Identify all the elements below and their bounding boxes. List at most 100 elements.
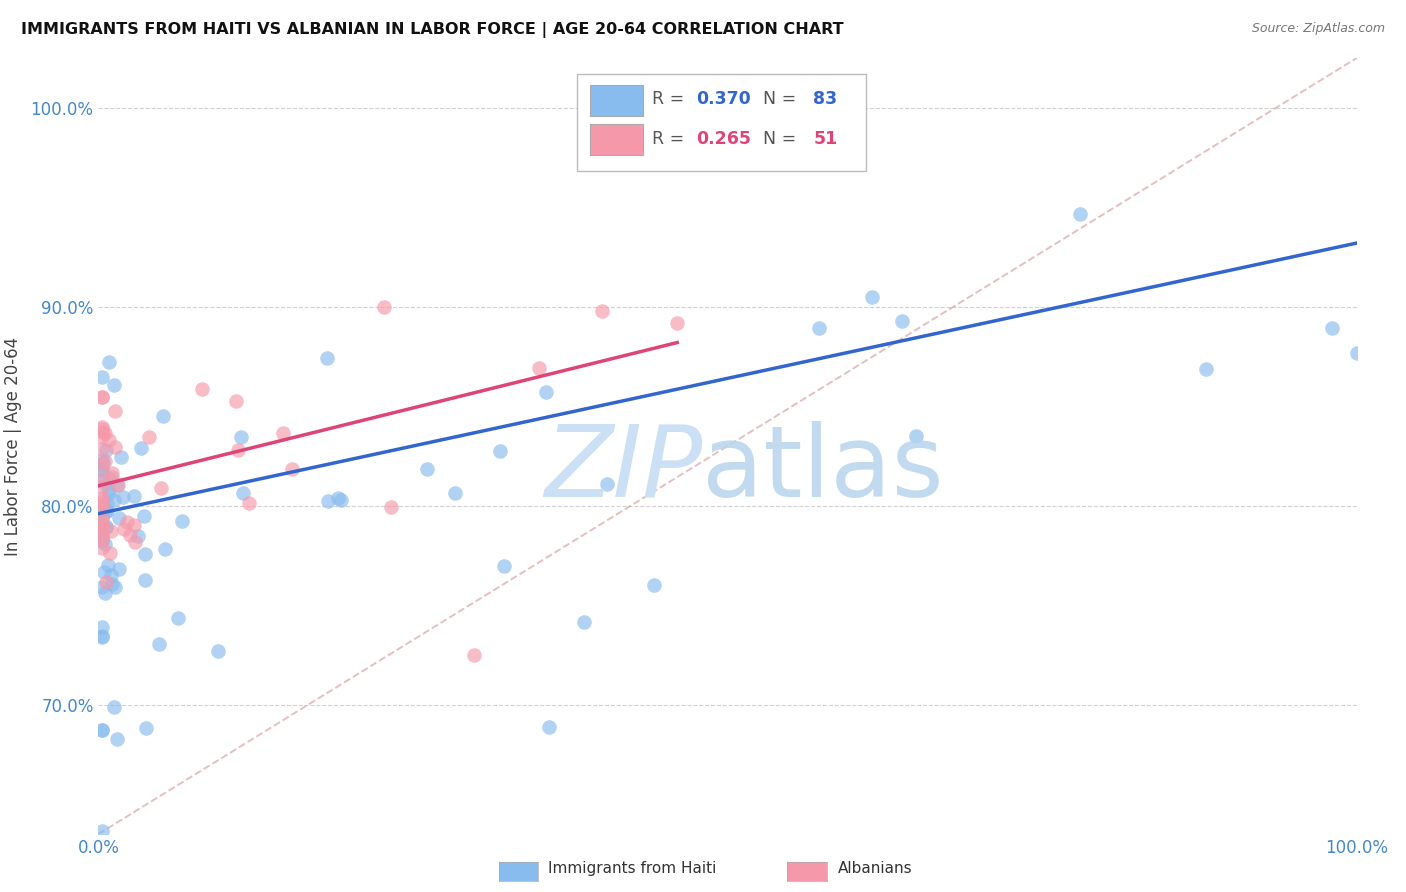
Point [91,509,114,524]
Point [329,492,352,507]
Point [666,316,689,330]
Point [94,454,117,468]
Point [93,425,115,440]
Point [91,500,114,515]
Point [643,578,665,592]
Point [104,440,127,454]
Point [91,494,114,508]
Text: Immigrants from Haiti: Immigrants from Haiti [548,862,717,876]
Point [537,720,560,734]
Text: 83: 83 [813,90,838,108]
Point [91,521,114,535]
FancyBboxPatch shape [591,124,644,155]
Text: 51: 51 [813,130,838,148]
Point [94,520,117,534]
Point [238,496,260,510]
Point [91,580,114,594]
Point [91,514,114,528]
Point [97,558,120,573]
Point [167,611,190,625]
Point [96,504,118,518]
Point [489,444,512,458]
Text: Source: ZipAtlas.com: Source: ZipAtlas.com [1251,22,1385,36]
Point [91,369,114,384]
Point [94,519,117,533]
Point [380,500,402,514]
Point [91,529,114,543]
Text: R =: R = [652,130,690,148]
Point [91,474,114,488]
Point [150,482,173,496]
Text: Albanians: Albanians [838,862,912,876]
Point [91,531,114,545]
Point [91,534,114,549]
Point [91,491,114,505]
Point [94,504,117,518]
Point [91,472,114,486]
Point [122,518,145,533]
Point [91,630,114,644]
Point [91,509,114,524]
Point [91,442,114,456]
Point [591,304,613,318]
Point [91,521,114,535]
Point [91,420,114,434]
Point [280,461,302,475]
Point [229,430,252,444]
Point [105,478,128,492]
Point [91,480,114,494]
Point [172,514,194,528]
Point [98,472,121,486]
Point [94,537,117,551]
Point [107,478,129,492]
Point [91,723,114,738]
Point [129,442,152,456]
Point [91,501,114,516]
Point [100,568,122,582]
Point [134,573,156,587]
Point [91,824,114,838]
Point [443,486,465,500]
Point [225,394,247,409]
Point [110,450,132,465]
Point [316,351,339,365]
Point [1069,207,1091,221]
Point [120,528,142,542]
Point [108,511,131,525]
Text: 0.265: 0.265 [696,130,751,148]
Point [94,442,117,457]
Text: 0.370: 0.370 [696,90,751,108]
Point [91,390,114,404]
Point [100,524,122,539]
Point [905,429,928,443]
Point [91,496,114,510]
Point [91,458,114,472]
Point [91,629,114,643]
Point [93,565,115,579]
Point [135,721,157,735]
Point [111,490,134,504]
Point [91,620,114,634]
Point [96,497,118,511]
Point [98,355,121,369]
Point [107,562,129,576]
Point [91,541,114,555]
Point [91,421,114,435]
Text: N =: N = [752,130,801,148]
FancyBboxPatch shape [576,73,866,170]
Point [91,533,114,548]
Point [105,731,128,746]
Point [103,493,125,508]
Point [124,489,146,503]
Point [91,462,114,476]
Point [572,615,595,630]
Point [527,361,550,376]
Point [807,320,830,334]
Point [596,477,619,491]
Point [91,456,114,470]
Point [316,494,339,508]
Y-axis label: In Labor Force | Age 20-64: In Labor Force | Age 20-64 [4,336,22,556]
Text: ZIP: ZIP [544,421,703,517]
Point [103,378,125,392]
Point [226,443,249,458]
